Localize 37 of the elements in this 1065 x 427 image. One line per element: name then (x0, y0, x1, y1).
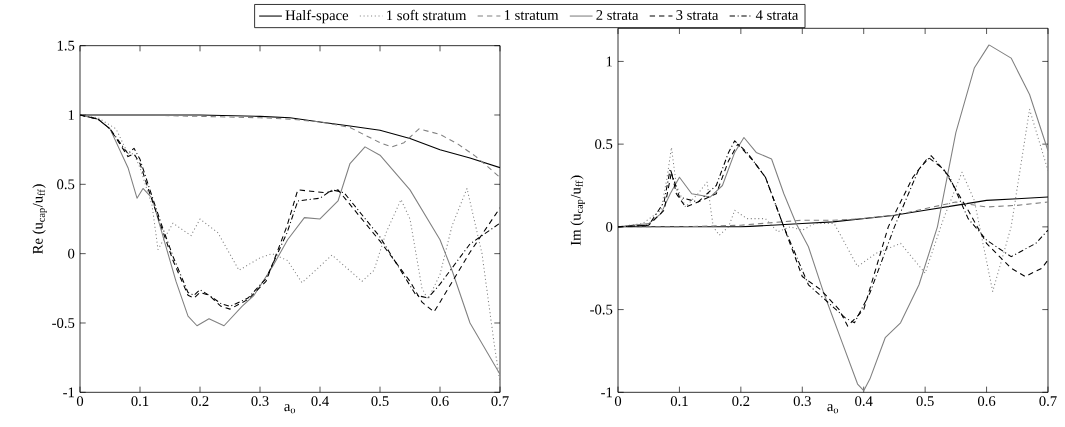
x-tick-label: 0.2 (191, 396, 209, 407)
x-tick-label: 0.7 (491, 396, 509, 407)
x-tick-label: 0.3 (251, 396, 269, 407)
y-tick-label: 1.5 (57, 40, 75, 51)
legend-label: 2 strata (596, 10, 639, 20)
legend-label: 1 soft stratum (387, 9, 467, 21)
x-tick-label: 0.5 (371, 396, 389, 407)
y-tick-label: -1 (63, 387, 74, 398)
x-tick-label: 0.1 (131, 396, 149, 407)
x-tick-label: 0.1 (670, 396, 688, 407)
x-tick-label: 0.7 (1039, 396, 1057, 407)
y-tick-label: 0.5 (595, 139, 613, 150)
x-tick-label: 0 (614, 396, 622, 407)
y-tick-label: 1 (606, 56, 612, 67)
y-tick-label: 0 (606, 221, 613, 232)
x-tick-label: 0.3 (793, 396, 811, 407)
y-tick-label: -0.5 (52, 318, 75, 328)
x-tick-label: 0.4 (311, 396, 329, 407)
y-tick-label: 0 (68, 248, 75, 259)
legend-label: 4 strata (755, 10, 799, 20)
legend-label: 1 stratum (504, 10, 559, 20)
x-axis-title: a$_{o}$ (827, 404, 839, 414)
x-tick-label: 0 (76, 396, 84, 407)
y-axis-title: Re (u$_{cap}$/u$_{ff}$) (32, 184, 47, 254)
legend-label: Half-space (285, 9, 349, 24)
y-tick-label: 0.5 (57, 179, 75, 190)
x-tick-label: 0.4 (855, 396, 873, 407)
y-tick-label: 1 (68, 110, 74, 120)
x-axis-title: a$_{o}$ (284, 404, 296, 414)
legend-label: 3 strata (676, 10, 719, 20)
y-tick-label: -0.5 (590, 304, 613, 315)
x-tick-label: 0.5 (916, 396, 934, 407)
y-axis-title: Im (u$_{cap}$/u$_{ff}$) (570, 175, 585, 246)
y-tick-label: -1 (601, 387, 612, 398)
x-tick-label: 0.2 (732, 396, 750, 407)
x-tick-label: 0.6 (431, 396, 449, 407)
x-tick-label: 0.6 (977, 396, 996, 407)
